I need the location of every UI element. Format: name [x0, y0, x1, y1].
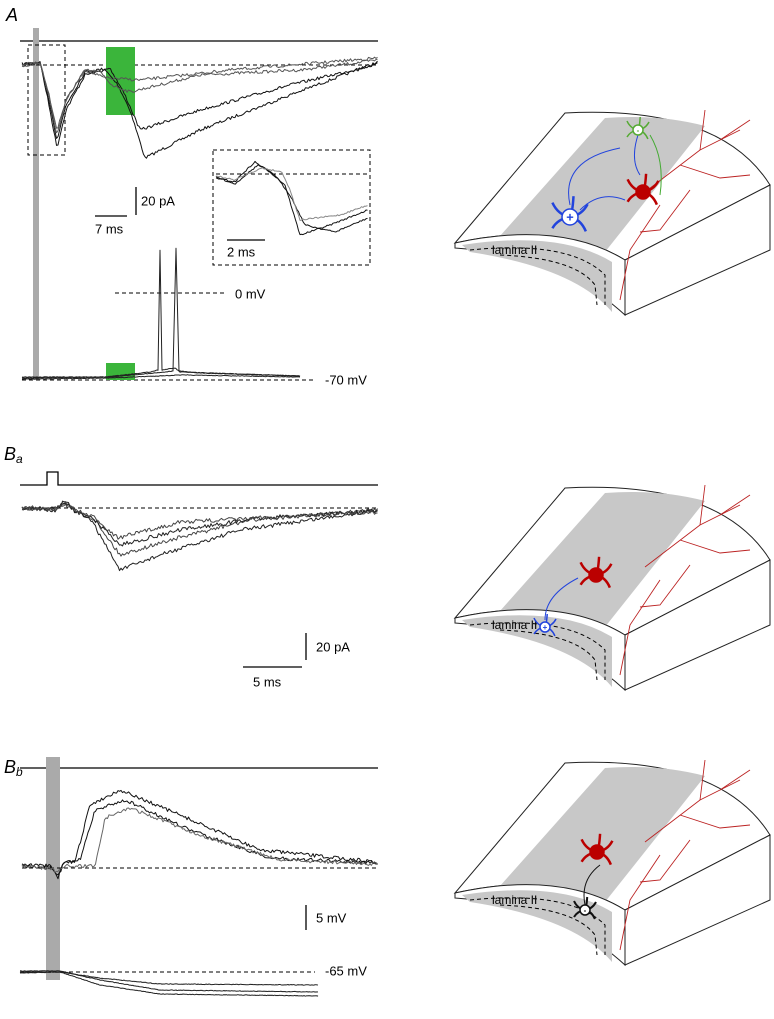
scale-label: 20 pA — [141, 193, 175, 208]
neuron: - — [573, 896, 597, 920]
dash-arc — [499, 254, 598, 306]
neuron: - — [626, 116, 650, 140]
panel-label: Bb — [4, 757, 23, 779]
axon-tree — [679, 539, 751, 554]
axon-tree — [719, 494, 751, 516]
region-label: lamina II — [492, 618, 537, 632]
region-label: lamina II — [492, 893, 537, 907]
level-label: -70 mV — [325, 372, 367, 387]
trace — [19, 971, 319, 997]
dash-arc — [469, 897, 606, 955]
axon-tree — [619, 204, 661, 301]
dash-arc — [499, 904, 598, 956]
panel-label: Ba — [4, 444, 23, 466]
connection — [544, 577, 579, 621]
connection — [649, 134, 662, 196]
scale-label: 7 ms — [95, 221, 124, 236]
neuron — [626, 173, 660, 206]
trace — [21, 807, 378, 873]
axon-tree — [639, 189, 691, 233]
scale-label: 20 pA — [316, 639, 350, 654]
trace — [22, 56, 378, 129]
soma — [539, 621, 551, 633]
inset-box — [212, 149, 371, 266]
axon-tree — [679, 814, 751, 829]
axon-tree — [719, 769, 751, 791]
trace — [21, 58, 378, 134]
panel-label: A — [5, 5, 18, 25]
neuron-sign: - — [637, 126, 640, 135]
trace — [21, 60, 378, 159]
schematic: lamina II - — [453, 759, 771, 967]
trace — [215, 167, 368, 221]
schematics: lamina II + - lamina II + lamina II - — [453, 109, 771, 967]
axon-tree — [699, 484, 706, 526]
level-label: -65 mV — [325, 963, 367, 978]
neuron-sign: + — [543, 623, 548, 632]
schematic: lamina II + - — [453, 109, 771, 317]
trace — [22, 249, 301, 378]
dash-arc — [469, 247, 606, 305]
lamina — [462, 615, 612, 687]
soma — [635, 184, 651, 200]
neuron-sign: + — [566, 209, 573, 224]
connection — [568, 134, 641, 211]
neuron — [579, 556, 613, 589]
zoom-box — [27, 44, 66, 156]
scale-label: 5 mV — [316, 910, 347, 925]
stim-bar — [33, 28, 39, 380]
neuron-sign: - — [584, 906, 587, 915]
trace — [21, 61, 378, 139]
soma — [561, 208, 579, 226]
trace — [21, 247, 301, 379]
grey-band — [500, 492, 705, 627]
grey-band — [500, 767, 705, 902]
trace — [21, 503, 378, 540]
axon-tree — [719, 119, 751, 141]
dash-arc — [499, 629, 598, 681]
soma — [588, 567, 604, 583]
stim-line — [20, 471, 378, 486]
trace — [21, 789, 378, 880]
trace — [21, 799, 378, 876]
traces — [21, 247, 301, 380]
schematic: lamina II + — [453, 484, 771, 692]
level-label: 0 mV — [235, 286, 266, 301]
scale-label: 2 ms — [227, 244, 256, 259]
axon-tree — [679, 164, 751, 179]
connection — [583, 864, 601, 906]
axon-tree — [639, 839, 691, 883]
soma — [579, 904, 591, 916]
trace — [215, 160, 368, 236]
neuron — [580, 833, 614, 866]
axon-tree — [619, 854, 661, 951]
trace — [215, 164, 368, 233]
trace — [21, 374, 301, 380]
scale-label: 5 ms — [253, 674, 282, 689]
traces — [215, 160, 368, 236]
neuron: + — [551, 196, 589, 232]
axon-tree — [619, 579, 661, 676]
region-label: lamina II — [492, 243, 537, 257]
lamina — [462, 240, 612, 312]
soma — [632, 124, 644, 136]
traces — [19, 970, 319, 997]
lamina — [462, 890, 612, 962]
axon-tree — [699, 109, 706, 151]
neuron: + — [533, 613, 557, 637]
soma — [589, 844, 605, 860]
traces — [21, 789, 378, 880]
dash-arc — [469, 622, 606, 680]
trace — [19, 971, 319, 986]
axon-tree — [639, 564, 691, 608]
traces — [21, 56, 378, 159]
grey-band — [500, 117, 705, 252]
highlight — [106, 47, 135, 115]
axon-tree — [699, 759, 706, 801]
trace — [21, 502, 378, 547]
traces — [21, 500, 378, 572]
